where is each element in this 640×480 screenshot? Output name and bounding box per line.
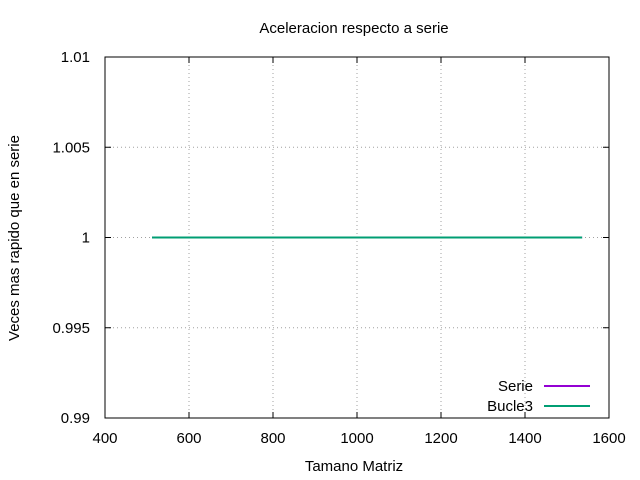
x-tick-label: 600 [176, 430, 201, 447]
x-tick-label: 1400 [508, 430, 541, 447]
x-tick-label: 1600 [592, 430, 625, 447]
y-tick-label: 1.005 [52, 139, 90, 156]
legend: Serie Bucle3 [487, 378, 590, 415]
legend-label-serie: Serie [498, 378, 533, 395]
y-tick-labels: 0.99 0.995 1 1.005 1.01 [52, 49, 90, 427]
x-tick-label: 400 [92, 430, 117, 447]
y-tick-label: 1.01 [61, 49, 90, 66]
y-axis-label: Veces mas rapido que en serie [6, 135, 23, 341]
x-tick-label: 800 [260, 430, 285, 447]
x-tick-labels: 400 600 800 1000 1200 1400 1600 [92, 430, 625, 447]
legend-label-bucle3: Bucle3 [487, 398, 533, 415]
chart-title: Aceleracion respecto a serie [259, 20, 448, 37]
y-tick-label: 0.995 [52, 320, 90, 337]
y-tick-label: 0.99 [61, 410, 90, 427]
x-tick-label: 1000 [340, 430, 373, 447]
y-tick-label: 1 [82, 230, 90, 247]
x-tick-label: 1200 [424, 430, 457, 447]
ticks [104, 56, 610, 419]
x-axis-label: Tamano Matriz [305, 458, 403, 475]
